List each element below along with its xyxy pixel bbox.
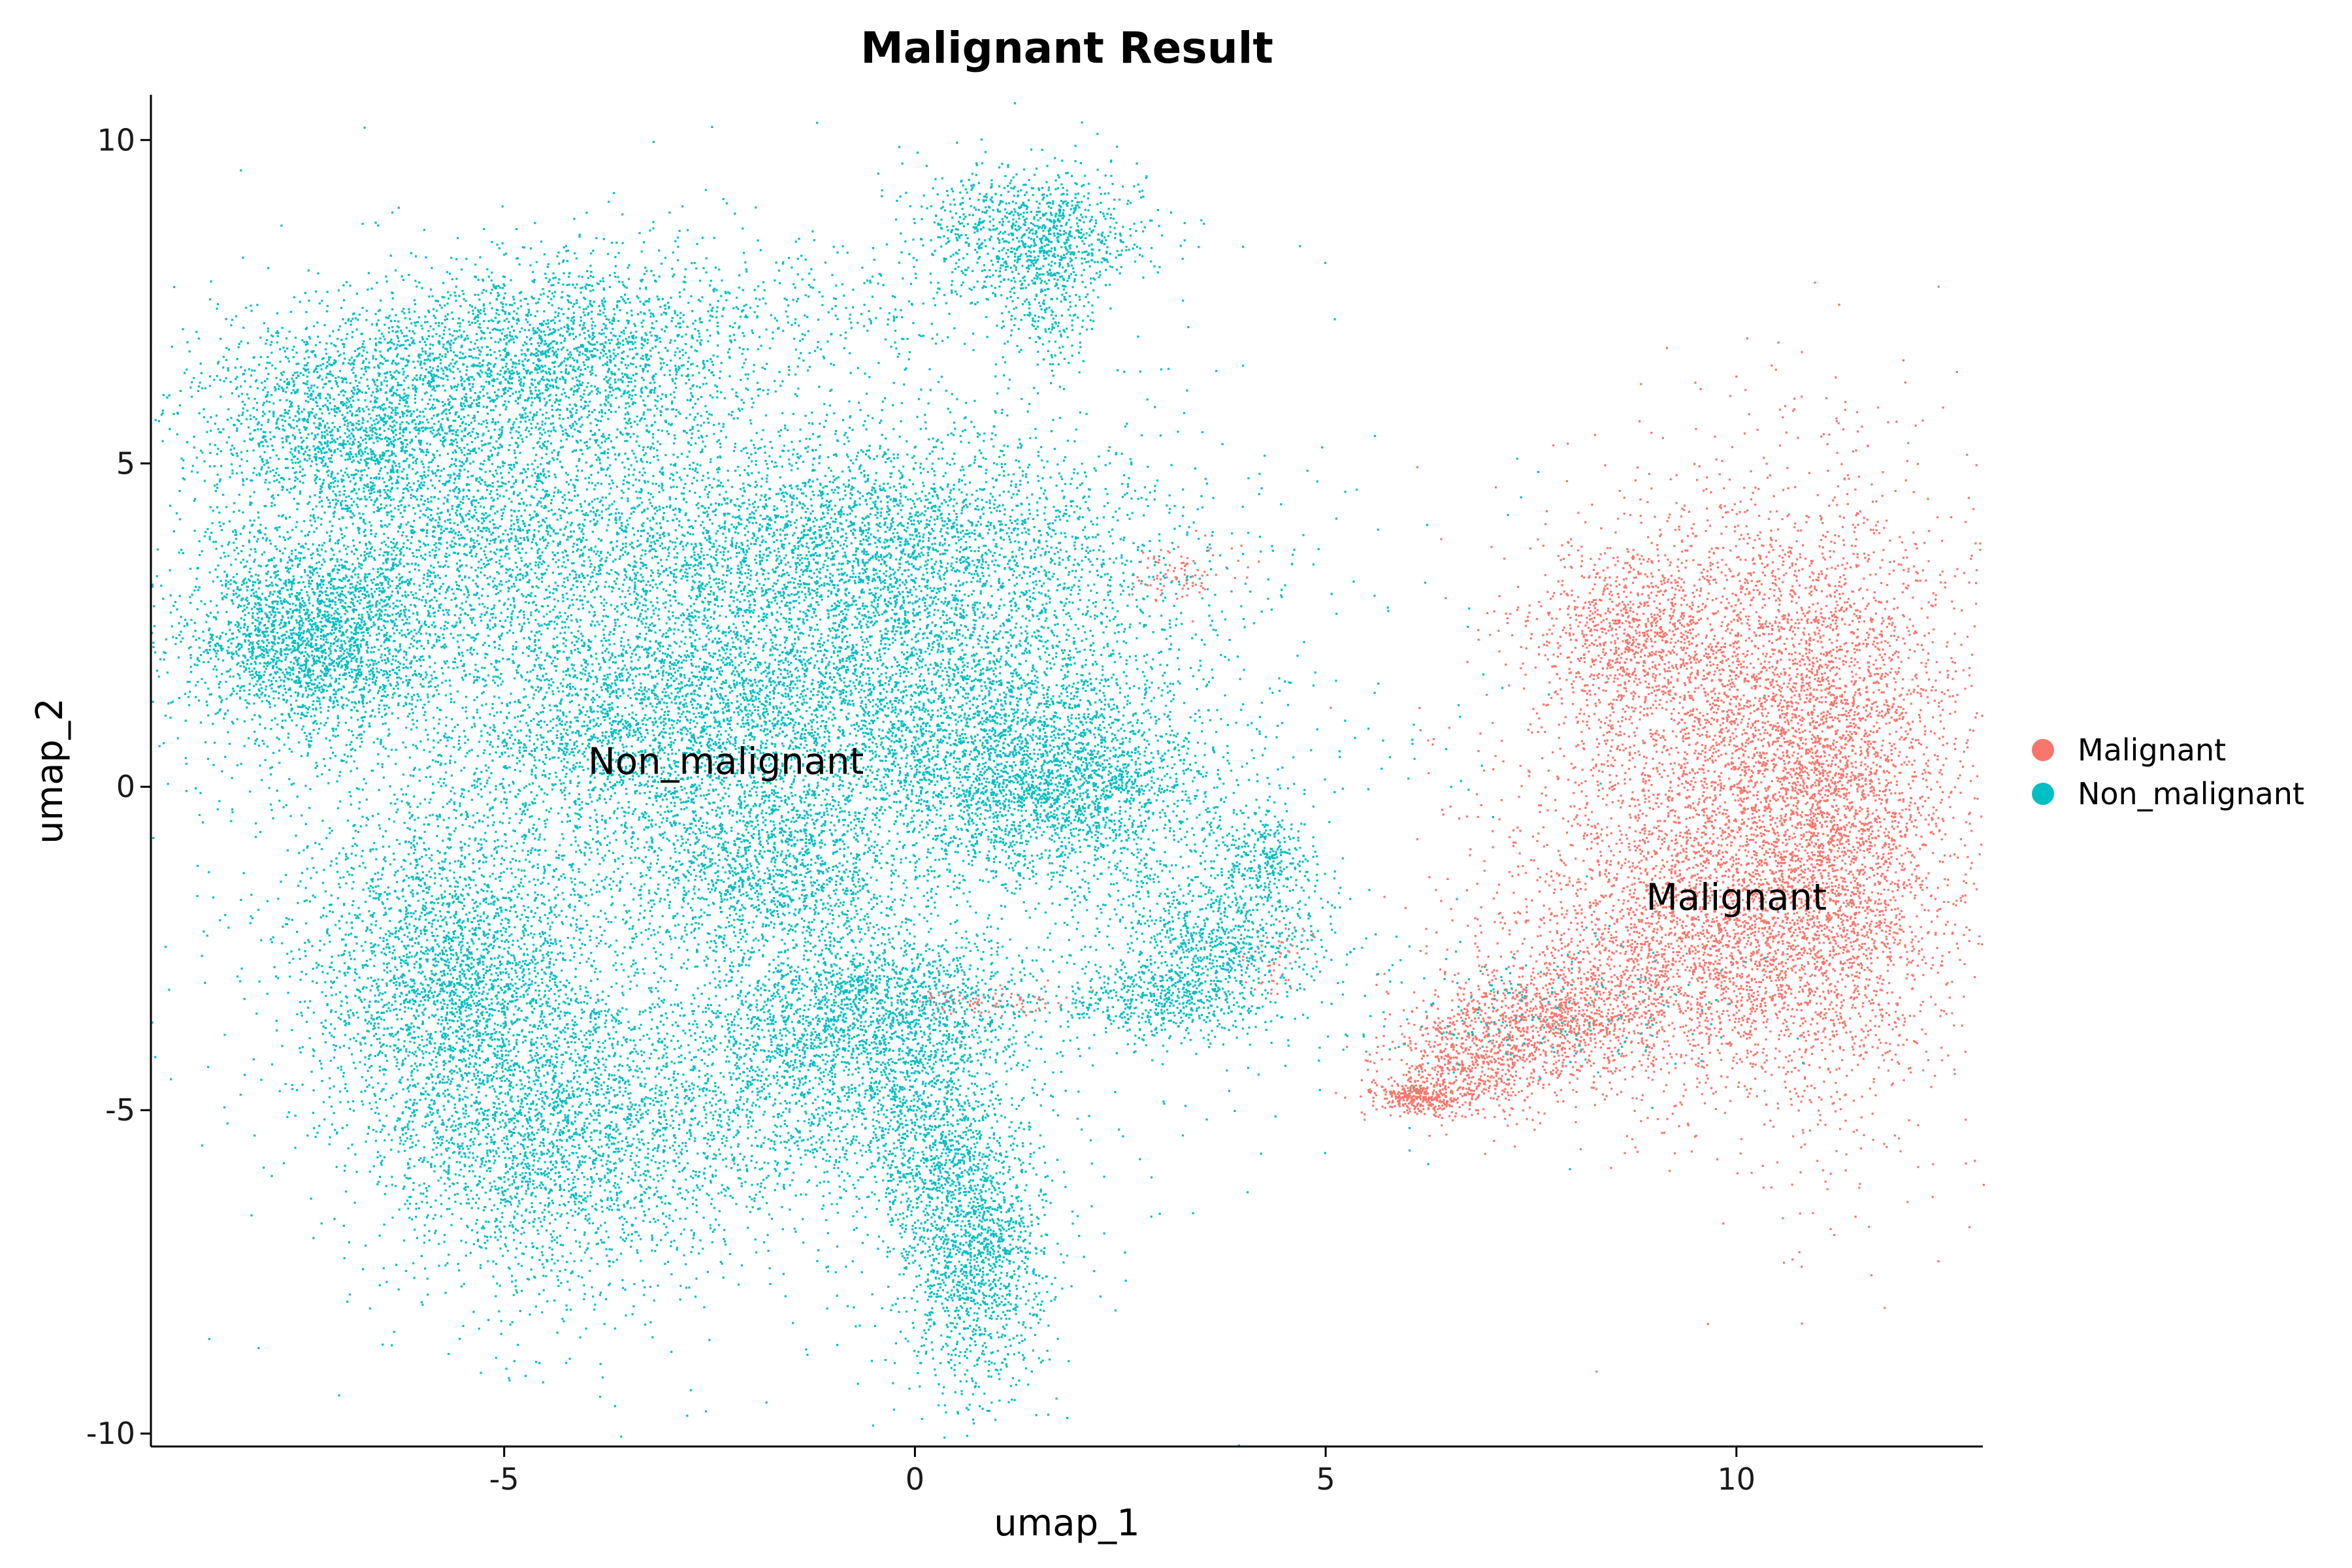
y-tick-label: 0 bbox=[116, 769, 135, 804]
legend-key-non-malignant bbox=[2032, 783, 2054, 805]
y-tick-label: 10 bbox=[97, 122, 135, 157]
series-malignant bbox=[863, 282, 1985, 1373]
cluster-labels: Malignant Non_malignant bbox=[588, 741, 1827, 919]
chart-title: Malignant Result bbox=[860, 23, 1273, 73]
cluster-label-non-malignant: Non_malignant bbox=[588, 741, 864, 783]
y-tick-label: -5 bbox=[105, 1092, 135, 1128]
x-tick-label: 5 bbox=[1316, 1462, 1335, 1497]
y-tick-label: 5 bbox=[116, 446, 135, 481]
series-non-malignant bbox=[151, 102, 1805, 1447]
y-axis-title: umap_2 bbox=[29, 698, 71, 844]
legend-key-malignant bbox=[2032, 739, 2054, 761]
x-tick-label: 0 bbox=[906, 1462, 924, 1497]
scatter-points bbox=[151, 102, 1985, 1447]
y-tick-label: -10 bbox=[86, 1416, 135, 1451]
legend: Malignant Non_malignant bbox=[2032, 732, 2304, 811]
x-tick-label: -5 bbox=[489, 1462, 519, 1497]
y-axis-ticks: -10 -5 0 5 10 bbox=[86, 122, 151, 1451]
legend-label-non-malignant: Non_malignant bbox=[2078, 776, 2304, 811]
legend-label-malignant: Malignant bbox=[2078, 732, 2226, 768]
x-axis-ticks: -5 0 5 10 bbox=[489, 1446, 1756, 1497]
x-tick-label: 10 bbox=[1718, 1462, 1756, 1497]
x-axis-title: umap_1 bbox=[994, 1502, 1140, 1544]
cluster-label-malignant: Malignant bbox=[1646, 877, 1827, 919]
